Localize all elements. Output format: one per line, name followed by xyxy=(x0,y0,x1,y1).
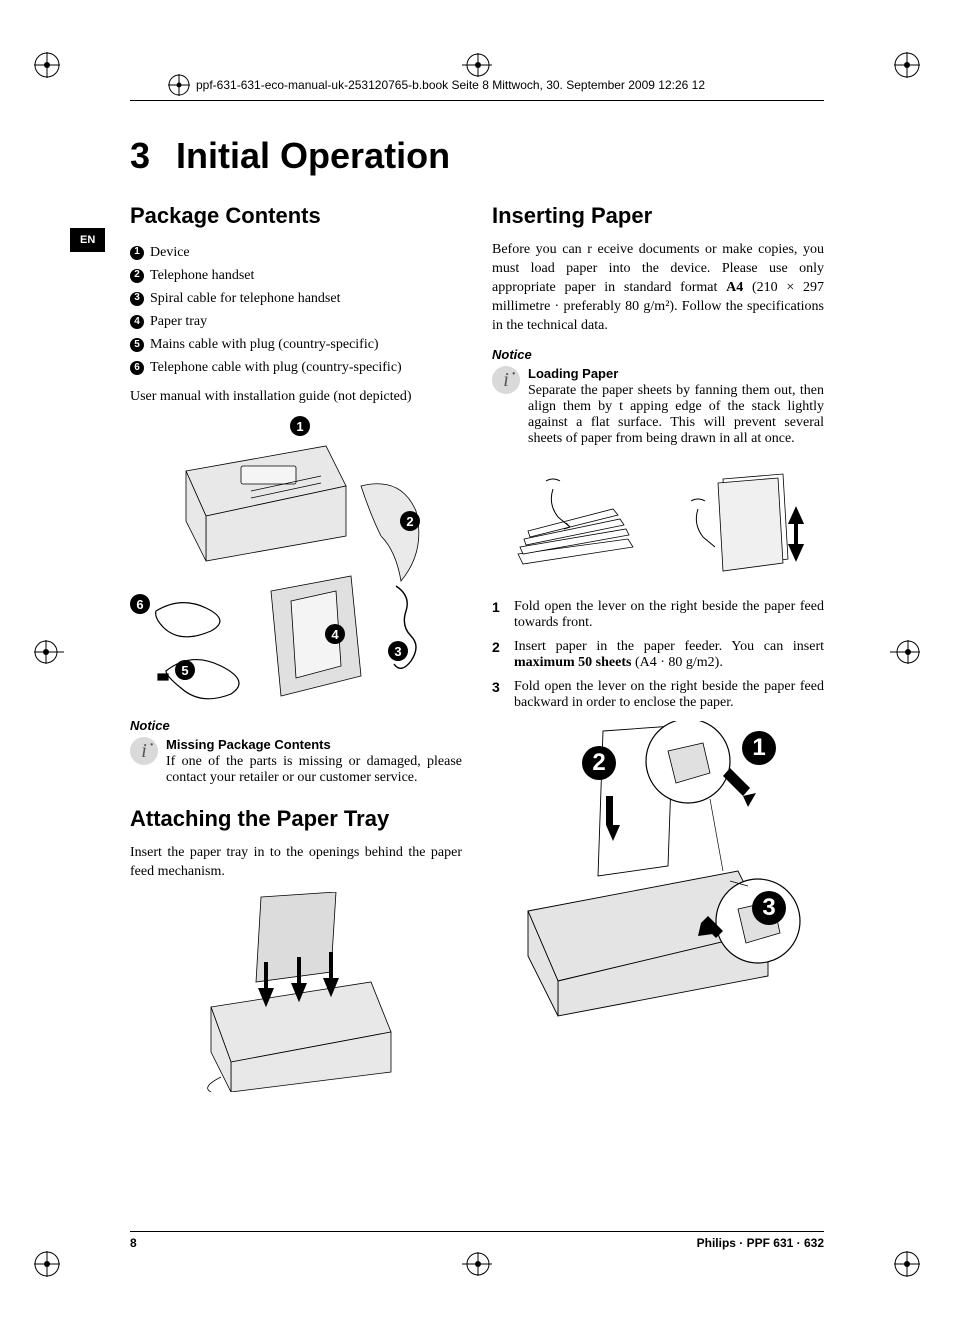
notice-missing-contents: i Missing Package Contents If one of the… xyxy=(130,737,462,786)
package-item-label: Mains cable with plug (country-specific) xyxy=(150,333,379,356)
footer: 8 Philips · PPF 631 · 632 xyxy=(130,1231,824,1250)
package-item-label: Spiral cable for telephone handset xyxy=(150,287,340,310)
header-filename: ppf-631-631-eco-manual-uk-253120765-b.bo… xyxy=(196,78,705,92)
crop-mark-icon xyxy=(890,640,920,664)
package-list: 1 Device 2 Telephone handset 3 Spiral cable… xyxy=(130,241,462,380)
package-extra-line: User manual with installation guide (not… xyxy=(130,388,462,407)
notice-title: Missing Package Contents xyxy=(166,737,462,752)
step-number: 1 xyxy=(492,599,504,631)
notice-title: Loading Paper xyxy=(528,366,824,381)
registration-mark-icon xyxy=(894,1251,920,1277)
package-item: 6 Telephone cable with plug (country-spec… xyxy=(130,356,462,379)
heading-package-contents: Package Contents xyxy=(130,203,462,229)
package-item: 1 Device xyxy=(130,241,462,264)
package-item-label: Telephone handset xyxy=(150,264,254,287)
attach-tray-illustration-svg xyxy=(181,892,411,1092)
number-bubble-icon: 5 xyxy=(130,338,144,352)
fan-paper-illustration xyxy=(492,469,824,589)
book-icon xyxy=(168,74,190,96)
notice-label: Notice xyxy=(130,718,462,733)
insert-steps-list: 1 Fold open the lever on the right beside… xyxy=(492,599,824,711)
registration-mark-icon xyxy=(34,1251,60,1277)
step-text: Fold open the lever on the right beside … xyxy=(514,599,824,631)
align-paper-svg xyxy=(668,469,818,579)
package-item-label: Telephone cable with plug (country-speci… xyxy=(150,356,402,379)
step-item: 1 Fold open the lever on the right beside… xyxy=(492,599,824,631)
notice-body: If one of the parts is missing or damage… xyxy=(166,754,462,786)
step-item: 2 Insert paper in the paper feeder. You c… xyxy=(492,639,824,671)
crop-mark-icon xyxy=(462,1252,492,1276)
step-text: Fold open the lever on the right beside … xyxy=(514,679,824,711)
attach-tray-illustration xyxy=(130,892,462,1092)
heading-inserting-paper: Inserting Paper xyxy=(492,203,824,229)
notice-loading-paper: i Loading Paper Separate the paper sheet… xyxy=(492,366,824,447)
chapter-title-text: Initial Operation xyxy=(176,135,450,176)
registration-mark-icon xyxy=(34,52,60,78)
language-tab: EN xyxy=(70,228,105,252)
crop-marks-bot xyxy=(0,1251,954,1277)
number-bubble-icon: 4 xyxy=(130,315,144,329)
package-item: 3 Spiral cable for telephone handset xyxy=(130,287,462,310)
column-left: Package Contents 1 Device 2 Telephone hand… xyxy=(130,203,462,1092)
chapter-title: 3 Initial Operation xyxy=(130,135,824,177)
number-bubble-icon: 2 xyxy=(130,269,144,283)
heading-attach-tray: Attaching the Paper Tray xyxy=(130,806,462,832)
number-bubble-icon: 3 xyxy=(130,292,144,306)
page: ppf-631-631-eco-manual-uk-253120765-b.bo… xyxy=(0,0,954,1327)
inserting-paper-intro: Before you can r eceive documents or mak… xyxy=(492,241,824,335)
insert-paper-illustration: 1 2 3 xyxy=(492,721,824,1031)
package-item: 5 Mains cable with plug (country-specific… xyxy=(130,333,462,356)
content: 3 Initial Operation Package Contents 1 Dev… xyxy=(130,135,824,1092)
footer-model: Philips · PPF 631 · 632 xyxy=(697,1236,824,1250)
chapter-number: 3 xyxy=(130,135,150,176)
attach-tray-text: Insert the paper tray in to the openings… xyxy=(130,844,462,882)
package-illustration: 1 2 3 4 5 6 xyxy=(130,416,462,706)
step-text: Insert paper in the paper feeder. You ca… xyxy=(514,639,824,671)
number-bubble-icon: 6 xyxy=(130,361,144,375)
package-item-label: Paper tray xyxy=(150,310,207,333)
package-item-label: Device xyxy=(150,241,190,264)
fan-paper-svg xyxy=(498,469,648,579)
header-filename-bar: ppf-631-631-eco-manual-uk-253120765-b.bo… xyxy=(130,74,824,101)
package-item: 2 Telephone handset xyxy=(130,264,462,287)
info-icon: i xyxy=(492,366,520,394)
step-number: 3 xyxy=(492,679,504,711)
page-number: 8 xyxy=(130,1236,137,1250)
number-bubble-icon: 1 xyxy=(130,246,144,260)
package-item: 4 Paper tray xyxy=(130,310,462,333)
notice-label: Notice xyxy=(492,347,824,362)
crop-mark-icon xyxy=(34,640,64,664)
step-number: 2 xyxy=(492,639,504,671)
intro-bold: A4 xyxy=(726,280,743,295)
step-item: 3 Fold open the lever on the right beside… xyxy=(492,679,824,711)
info-icon: i xyxy=(130,737,158,765)
notice-body: Separate the paper sheets by fanning the… xyxy=(528,383,824,447)
registration-mark-icon xyxy=(894,52,920,78)
insert-paper-svg xyxy=(492,721,824,1031)
column-right: Inserting Paper Before you can r eceive … xyxy=(492,203,824,1092)
